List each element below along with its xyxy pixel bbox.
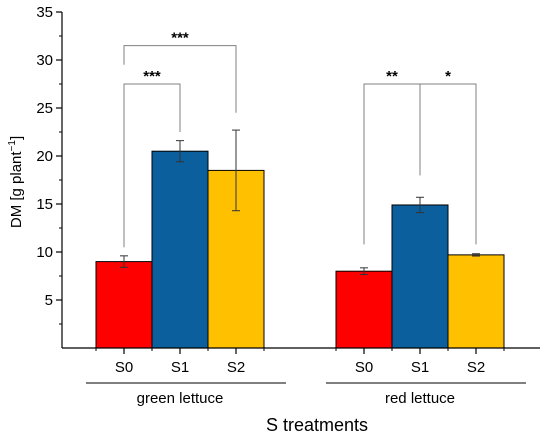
y-tick-label: 25 bbox=[36, 100, 53, 117]
bar-1-s0 bbox=[335, 270, 393, 349]
significance-label: * bbox=[445, 68, 451, 85]
y-tick-label: 5 bbox=[45, 292, 53, 309]
bar-0-s0 bbox=[95, 261, 153, 349]
y-tick-label: 15 bbox=[36, 196, 53, 213]
y-tick-label: 30 bbox=[36, 52, 53, 69]
x-tick-label: S0 bbox=[115, 359, 133, 376]
significance-label: ** bbox=[386, 68, 398, 85]
y-tick-label: 20 bbox=[36, 148, 53, 165]
x-tick-label: S2 bbox=[467, 359, 485, 376]
bar-0-s1 bbox=[151, 150, 209, 349]
significance-label: *** bbox=[171, 30, 189, 47]
error-bars bbox=[120, 129, 480, 276]
x-tick-label: S0 bbox=[355, 359, 373, 376]
group-label: red lettuce bbox=[385, 390, 455, 407]
y-axis: 5 10 15 20 25 30 35 bbox=[36, 4, 63, 348]
bars bbox=[95, 150, 505, 349]
y-tick-label: 10 bbox=[36, 244, 53, 261]
significance-label: *** bbox=[143, 68, 161, 85]
significance-bracket bbox=[123, 45, 237, 113]
x-tick-label: S1 bbox=[411, 359, 429, 376]
x-axis-title: S treatments bbox=[266, 415, 368, 435]
significance-brackets: ******** * bbox=[123, 30, 477, 248]
bar-1-s1 bbox=[391, 204, 449, 349]
y-axis-title: DM [g plant−1] bbox=[7, 136, 25, 228]
group-label: green lettuce bbox=[137, 390, 224, 407]
significance-bracket bbox=[419, 83, 477, 245]
x-tick-label: S1 bbox=[171, 359, 189, 376]
x-tick-label: S2 bbox=[227, 359, 245, 376]
significance-bracket bbox=[123, 83, 181, 248]
y-tick-label: 35 bbox=[36, 4, 53, 21]
bar-1-s2 bbox=[447, 254, 505, 349]
